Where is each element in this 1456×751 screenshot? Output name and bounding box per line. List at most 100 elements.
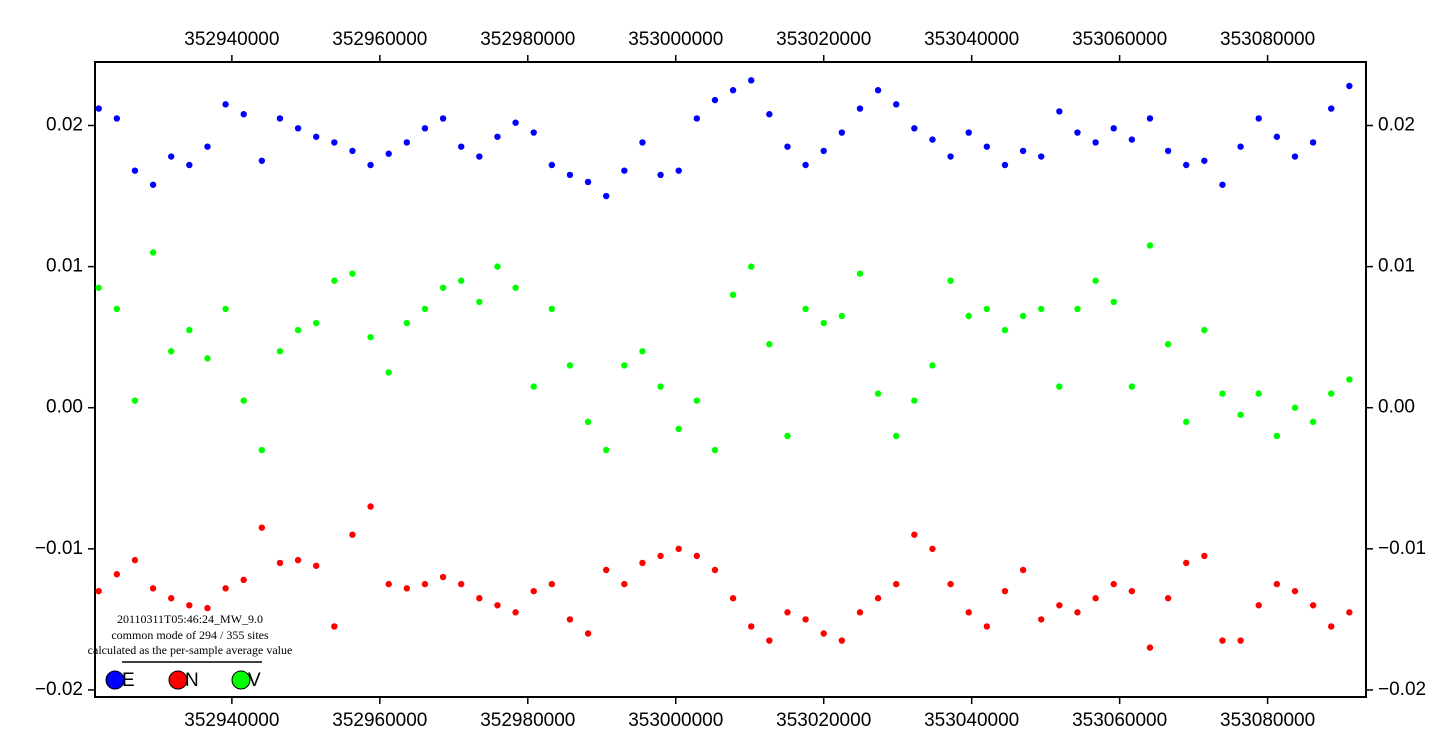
y-tick-label: 0.00: [46, 397, 83, 418]
point: [802, 616, 809, 623]
point: [458, 143, 465, 150]
point: [965, 609, 972, 616]
point: [639, 348, 646, 355]
point: [1146, 242, 1154, 249]
legend-label: E: [122, 670, 135, 691]
point: [893, 101, 900, 108]
point: [403, 319, 411, 327]
point: [693, 397, 701, 404]
point: [222, 101, 229, 108]
point: [621, 167, 628, 174]
point: [566, 171, 574, 179]
legend-swatch: [105, 670, 125, 690]
point: [1110, 580, 1117, 588]
x-tick-label: 352980000: [480, 29, 575, 50]
point: [222, 585, 229, 592]
point: [1128, 136, 1136, 143]
point: [331, 277, 338, 284]
point: [1183, 559, 1190, 567]
point: [766, 637, 773, 644]
point: [621, 580, 628, 588]
y-tick-label: 0.01: [46, 256, 83, 277]
point: [1219, 637, 1226, 644]
point: [965, 129, 972, 136]
point: [748, 77, 755, 84]
point: [893, 580, 900, 588]
x-tick-label: 353040000: [924, 710, 1019, 731]
point: [1019, 147, 1027, 155]
point: [240, 111, 247, 118]
point: [802, 161, 809, 169]
annotation: calculated as the per-sample average val…: [88, 643, 293, 657]
point: [313, 562, 320, 569]
point: [1146, 115, 1154, 122]
point: [95, 587, 102, 595]
point: [911, 125, 918, 132]
point: [929, 545, 936, 553]
plot-frame: [94, 61, 1367, 698]
y-tick-label: 0.00: [1378, 397, 1415, 418]
point: [168, 153, 175, 160]
x-tick-label: 353020000: [776, 710, 871, 731]
point: [385, 150, 392, 157]
point: [331, 139, 338, 146]
point: [1183, 418, 1190, 426]
point: [421, 580, 429, 588]
point: [748, 623, 755, 630]
point: [639, 559, 646, 567]
point: [186, 161, 193, 169]
point: [204, 143, 211, 150]
point: [1146, 644, 1154, 651]
point: [874, 87, 882, 94]
point: [729, 291, 737, 299]
annotation: common mode of 294 / 355 sites: [111, 628, 269, 642]
point: [294, 556, 302, 564]
point: [748, 263, 755, 270]
point: [675, 425, 682, 433]
point: [1346, 376, 1353, 383]
point: [729, 87, 737, 94]
y-tick-label: −0.02: [1378, 679, 1426, 700]
point: [838, 637, 846, 644]
point: [657, 171, 664, 179]
x-tick-label: 353060000: [1072, 710, 1167, 731]
point: [603, 446, 610, 454]
point: [530, 383, 537, 390]
point: [1346, 609, 1353, 616]
point: [1056, 108, 1063, 115]
point: [1255, 602, 1262, 609]
point: [149, 249, 157, 256]
point: [403, 139, 411, 146]
point: [947, 153, 954, 160]
point: [149, 181, 157, 188]
point: [838, 312, 846, 320]
point: [548, 305, 556, 313]
point: [313, 319, 320, 327]
point: [548, 161, 556, 169]
point: [1291, 153, 1299, 160]
x-tick-label: 353080000: [1220, 710, 1315, 731]
point: [1219, 390, 1226, 397]
point: [965, 312, 972, 320]
point: [1001, 587, 1009, 595]
point: [476, 153, 483, 160]
point: [349, 531, 356, 538]
point: [1219, 181, 1226, 188]
point: [1237, 637, 1244, 644]
point: [1255, 390, 1262, 397]
point: [947, 580, 954, 588]
point: [385, 580, 392, 588]
point: [874, 390, 882, 397]
point: [294, 125, 302, 132]
legend-swatch: [168, 670, 188, 690]
x-tick-label: 352940000: [184, 29, 279, 50]
point: [512, 119, 519, 126]
point: [258, 446, 266, 454]
point: [113, 115, 121, 122]
point: [657, 383, 664, 390]
point: [186, 326, 193, 334]
point: [1273, 580, 1281, 588]
point: [439, 284, 447, 291]
point: [367, 503, 374, 510]
point: [168, 595, 175, 602]
